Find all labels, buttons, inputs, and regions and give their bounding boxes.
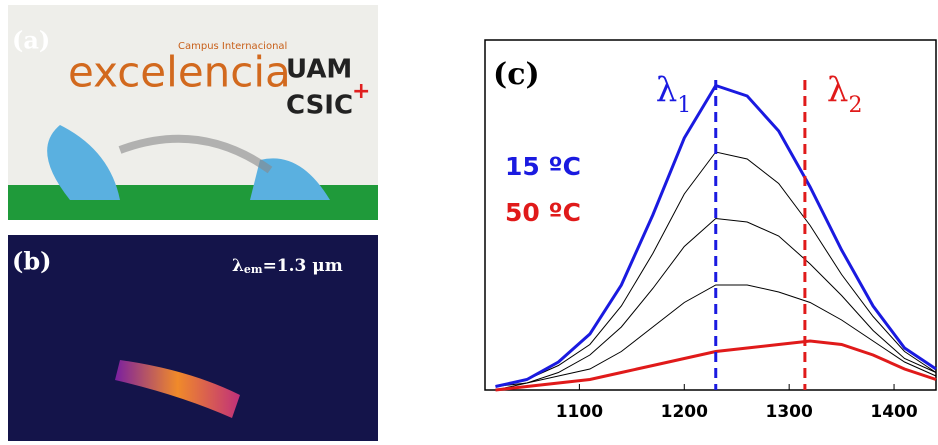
lambda: λ bbox=[656, 70, 678, 110]
lambda: λ bbox=[827, 70, 849, 110]
marker-label: λ1 bbox=[656, 70, 692, 118]
x-tick-label: 1400 bbox=[870, 402, 917, 422]
spectrum bbox=[495, 217, 937, 387]
photo-b bbox=[8, 235, 378, 441]
uam: UAM bbox=[286, 55, 352, 85]
plus: + bbox=[352, 79, 370, 104]
wavelength: λem=1.3 μm bbox=[232, 256, 343, 277]
panel-a: (a) Campus Internacional excelencia UAM … bbox=[8, 5, 378, 220]
legend-label: 50 ºC bbox=[505, 198, 581, 227]
film bbox=[118, 134, 273, 174]
x-tick-label: 1200 bbox=[661, 402, 708, 422]
marker-label: λ2 bbox=[827, 70, 863, 118]
brand: excelencia bbox=[68, 48, 291, 97]
panel-label: (a) bbox=[12, 26, 50, 55]
legend-label: 15 ºC bbox=[505, 152, 581, 181]
subscript: 1 bbox=[677, 93, 691, 118]
spectrum bbox=[495, 284, 937, 391]
subscript: em bbox=[244, 263, 263, 276]
x-tick-label: 1300 bbox=[765, 402, 812, 422]
subscript: 2 bbox=[848, 93, 862, 118]
campus: Campus Internacional bbox=[178, 41, 287, 52]
csic: CSIC bbox=[286, 91, 353, 121]
value: =1.3 μm bbox=[263, 256, 343, 276]
lambda: λ bbox=[232, 256, 244, 276]
glove-left bbox=[47, 125, 121, 200]
panel-b: (b) λem=1.3 μm bbox=[8, 235, 378, 441]
glow bbox=[115, 360, 240, 418]
panel-label: (b) bbox=[12, 247, 52, 276]
x-tick-label: 1100 bbox=[556, 402, 603, 422]
spectrum bbox=[495, 339, 937, 392]
panel-label: (c) bbox=[493, 57, 540, 92]
plot-frame bbox=[484, 39, 937, 391]
